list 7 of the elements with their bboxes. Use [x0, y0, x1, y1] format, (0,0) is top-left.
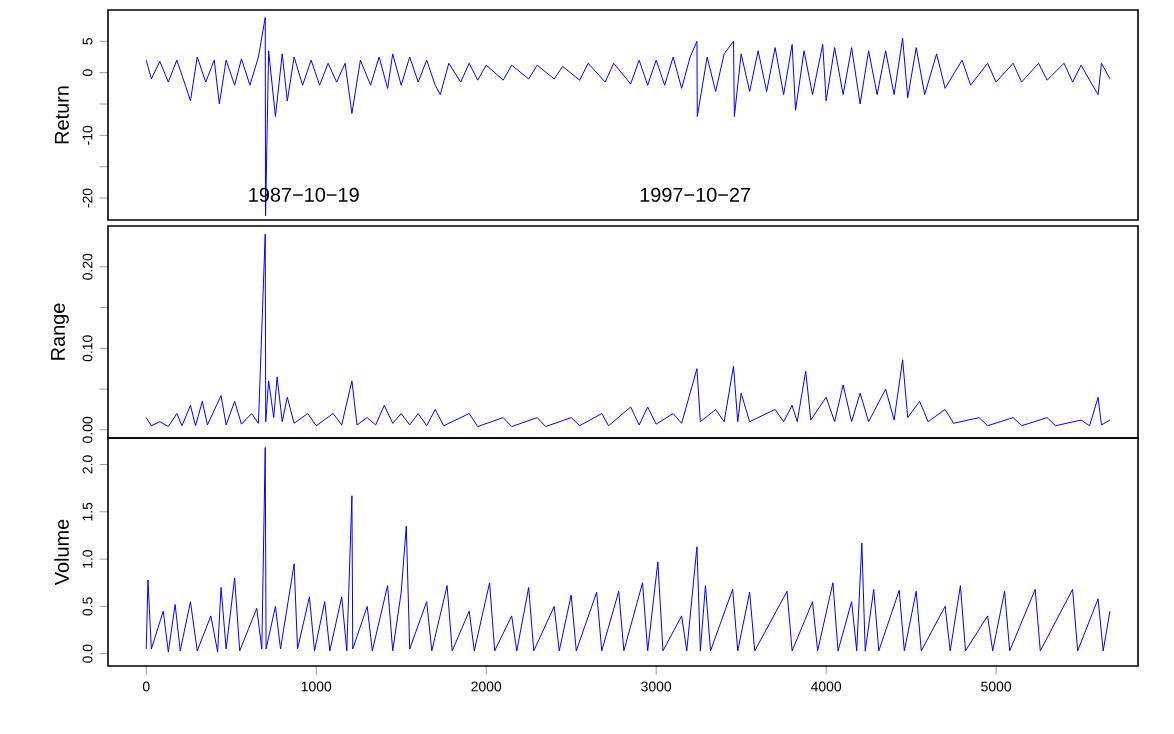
annotation: 1997−10−27 — [640, 187, 751, 202]
line-series — [145, 446, 1111, 653]
y-axis-title: Volume — [54, 519, 69, 586]
line-series — [145, 17, 1111, 217]
line-series — [145, 233, 1111, 428]
y-axis-title: Range — [51, 303, 69, 360]
y-axis-title: Return — [54, 86, 69, 144]
